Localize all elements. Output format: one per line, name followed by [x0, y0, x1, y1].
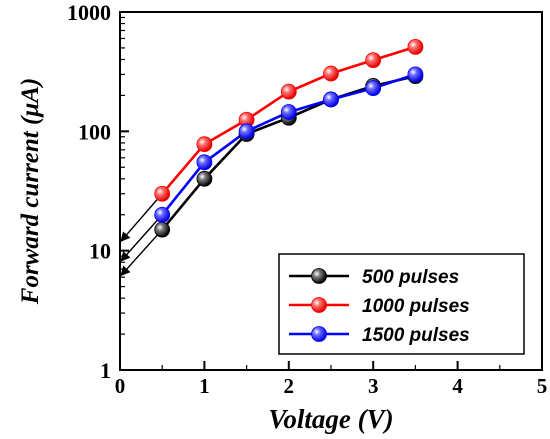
- y-tick-label: 1000: [67, 0, 111, 25]
- data-point: [238, 123, 255, 140]
- legend-marker: [311, 268, 327, 284]
- x-tick-label: 4: [452, 374, 463, 398]
- data-point: [280, 83, 297, 100]
- y-tick-label: 10: [89, 239, 111, 264]
- legend-label: 500 pulses: [362, 267, 459, 288]
- legend: 500 pulses 1000 pulses 1500 pulses: [278, 253, 525, 355]
- extrapolation-arrow: [120, 193, 163, 242]
- legend-marker: [311, 297, 327, 313]
- x-tick-label: 0: [115, 374, 126, 398]
- legend-label: 1500 pulses: [362, 325, 470, 346]
- x-axis-ticks: 0 1 2 3 4 5: [115, 361, 548, 398]
- data-point: [196, 154, 213, 171]
- data-point: [196, 170, 213, 187]
- x-tick-label: 5: [537, 374, 548, 398]
- data-point: [154, 185, 171, 202]
- data-point: [323, 65, 339, 82]
- x-tick-label: 1: [199, 374, 210, 398]
- data-point: [365, 80, 382, 97]
- extrapolation-arrows: [120, 193, 163, 277]
- data-point: [407, 38, 424, 55]
- data-point: [196, 136, 213, 153]
- data-point: [365, 52, 382, 69]
- extrapolation-arrow: [120, 214, 163, 262]
- legend-label: 1000 pulses: [362, 296, 470, 317]
- data-point: [154, 206, 171, 223]
- x-axis-label: Voltage (V): [268, 404, 393, 434]
- legend-marker: [311, 326, 327, 342]
- y-axis-label: Forward current (μA): [17, 78, 44, 305]
- data-point: [280, 104, 297, 120]
- y-axis-ticks: 1 10 100 1000: [67, 0, 129, 383]
- data-point: [154, 221, 171, 238]
- data-point: [407, 66, 424, 83]
- data-point: [323, 91, 339, 108]
- series-markers: [154, 38, 424, 238]
- y-tick-label: 100: [78, 119, 111, 144]
- x-tick-label: 2: [284, 374, 295, 398]
- extrapolation-arrow: [120, 229, 163, 277]
- x-tick-label: 3: [368, 374, 379, 398]
- y-tick-label: 1: [100, 358, 111, 383]
